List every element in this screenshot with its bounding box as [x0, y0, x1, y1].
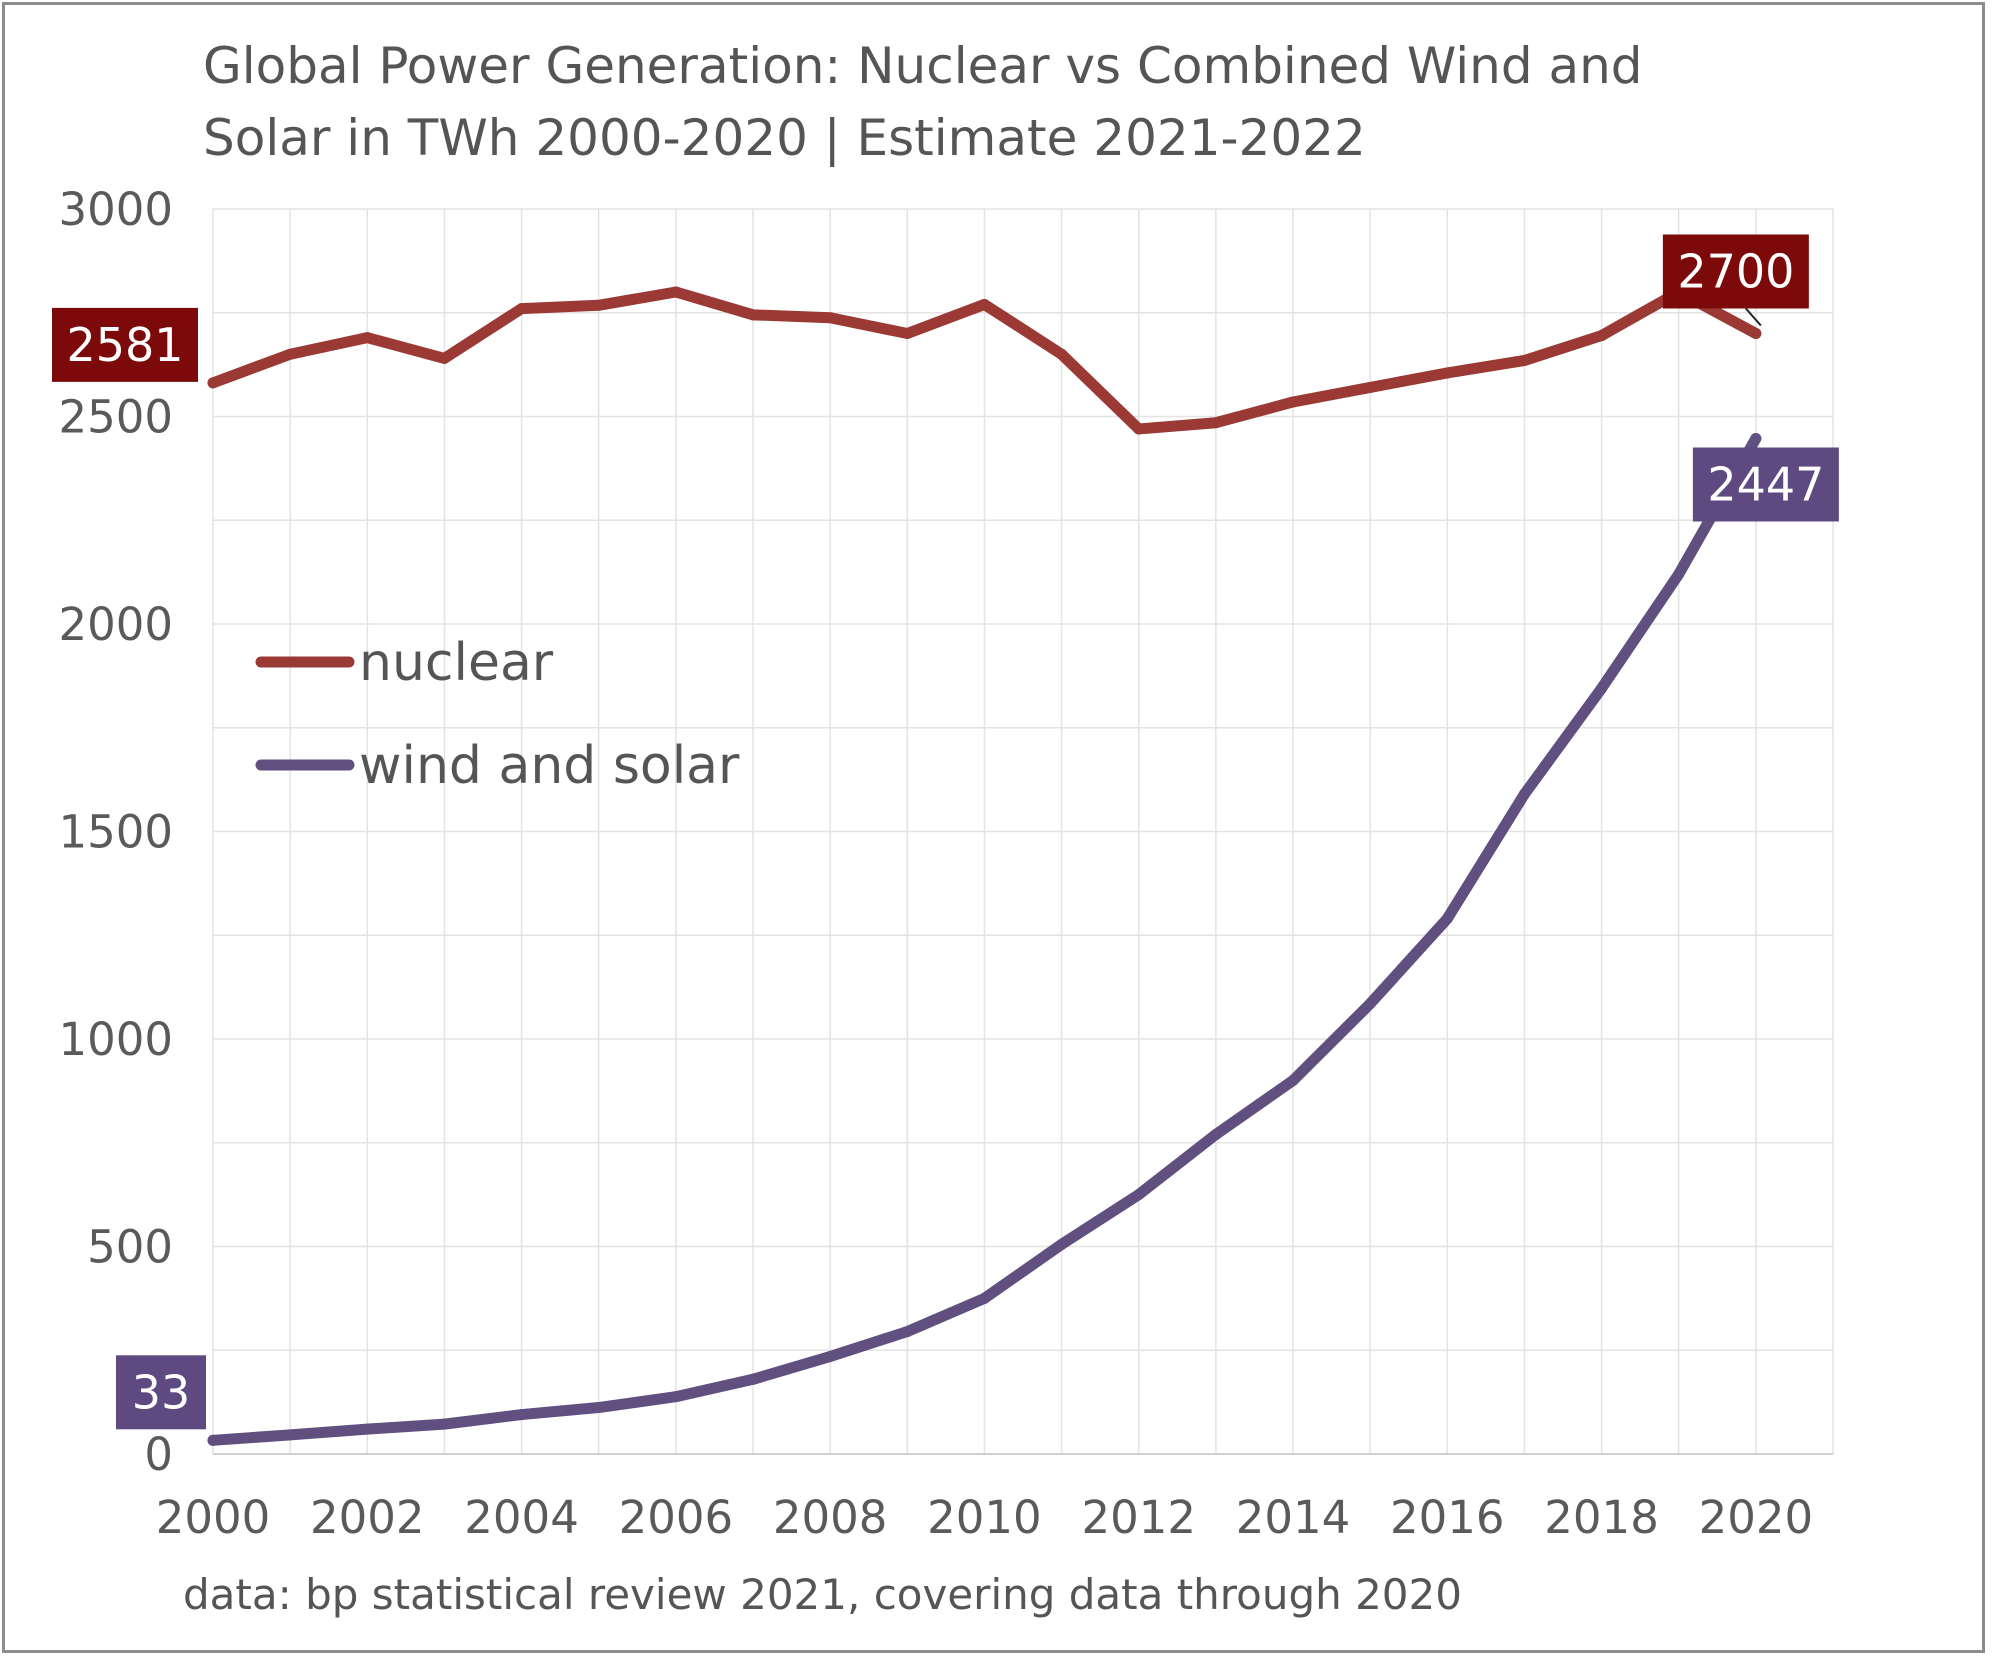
- y-tick-label: 0: [144, 1428, 173, 1481]
- data-point-nuclear: [670, 286, 682, 298]
- data-point-wind-and-solar: [747, 1373, 759, 1385]
- data-point-nuclear: [593, 299, 605, 311]
- data-point-nuclear: [1056, 348, 1068, 360]
- data-point-wind-and-solar: [1750, 432, 1762, 444]
- data-point-wind-and-solar: [670, 1391, 682, 1403]
- data-point-nuclear: [207, 377, 219, 389]
- data-point-nuclear: [361, 332, 373, 344]
- x-tick-label: 2014: [1236, 1491, 1351, 1544]
- data-point-nuclear: [1133, 423, 1145, 435]
- data-labels: 2581 2700 33 2447: [52, 234, 1839, 1430]
- data-point-nuclear: [284, 348, 296, 360]
- source-note: data: bp statistical review 2021, coveri…: [183, 1570, 1462, 1619]
- y-tick-label: 1000: [58, 1013, 173, 1066]
- data-point-nuclear: [901, 328, 913, 339]
- data-point-nuclear: [1210, 417, 1222, 429]
- data-point-wind-and-solar: [1287, 1075, 1299, 1086]
- data-point-wind-and-solar: [1673, 568, 1685, 580]
- chart-title-line-1: Global Power Generation: Nuclear vs Comb…: [203, 37, 1643, 95]
- data-label: 2447: [1707, 457, 1824, 511]
- x-tick-label: 2010: [927, 1491, 1042, 1544]
- x-tick-label: 2020: [1699, 1491, 1814, 1544]
- y-tick-label: 3000: [58, 183, 173, 236]
- data-point-nuclear: [1518, 354, 1530, 366]
- data-point-wind-and-solar: [207, 1434, 219, 1446]
- data-point-wind-and-solar: [901, 1326, 913, 1338]
- line-chart: Global Power Generation: Nuclear vs Comb…: [52, 37, 1839, 1619]
- series-lines: [207, 286, 1762, 1446]
- legend-label: wind and solar: [359, 736, 740, 796]
- data-point-wind-and-solar: [1441, 913, 1453, 925]
- x-tick-label: 2008: [773, 1491, 888, 1544]
- data-point-nuclear: [747, 309, 759, 321]
- data-point-wind-and-solar: [516, 1409, 528, 1421]
- data-point-wind-and-solar: [1133, 1189, 1145, 1201]
- y-tick-label: 1500: [58, 806, 173, 859]
- data-label-box: [1662, 234, 1809, 309]
- data-point-wind-and-solar: [824, 1350, 836, 1362]
- data-point-nuclear: [824, 312, 836, 324]
- data-point-wind-and-solar: [1056, 1238, 1068, 1250]
- data-label: 2581: [66, 318, 183, 372]
- data-label: 2700: [1677, 245, 1794, 299]
- chart-title-line-2: Solar in TWh 2000-2020 | Estimate 2021-2…: [203, 109, 1366, 167]
- data-point-nuclear: [978, 298, 990, 310]
- data-point-nuclear: [1750, 328, 1762, 339]
- data-point-wind-and-solar: [1364, 998, 1376, 1010]
- legend: nuclear wind and solar: [255, 633, 740, 796]
- data-point-nuclear: [1364, 381, 1376, 393]
- grid: [212, 208, 1834, 1455]
- data-point-nuclear: [516, 303, 528, 315]
- data-point-wind-and-solar: [361, 1423, 373, 1435]
- data-label: 33: [132, 1365, 191, 1419]
- y-tick-label: 2500: [58, 391, 173, 444]
- data-point-wind-and-solar: [593, 1402, 605, 1414]
- x-axis-ticks: 2000 2002 2004 2006 2008 2010 2012 2014 2016 2018…: [156, 1491, 1813, 1544]
- data-label-box: [116, 1355, 206, 1430]
- data-label-box: [52, 307, 198, 382]
- data-point-nuclear: [1596, 330, 1608, 342]
- data-point-nuclear: [1441, 367, 1453, 379]
- data-point-wind-and-solar: [1596, 682, 1608, 694]
- data-point-nuclear: [1287, 396, 1299, 408]
- data-point-wind-and-solar: [284, 1429, 296, 1441]
- x-tick-label: 2002: [310, 1491, 425, 1544]
- x-tick-label: 2004: [464, 1491, 579, 1544]
- data-point-nuclear: [438, 352, 450, 364]
- x-tick-label: 2018: [1544, 1491, 1659, 1544]
- y-tick-label: 2000: [58, 598, 173, 651]
- y-axis-ticks: 0 500 1000 1500 2000 2500 3000: [58, 183, 173, 1481]
- data-point-wind-and-solar: [1518, 788, 1530, 800]
- y-tick-label: 500: [87, 1221, 173, 1274]
- chart-title: Global Power Generation: Nuclear vs Comb…: [203, 37, 1643, 167]
- data-point-wind-and-solar: [1210, 1128, 1222, 1140]
- data-label-box: [1692, 447, 1839, 522]
- data-label-leader: [1745, 307, 1762, 327]
- x-tick-label: 2016: [1390, 1491, 1505, 1544]
- data-point-wind-and-solar: [978, 1292, 990, 1304]
- x-tick-label: 2006: [619, 1491, 734, 1544]
- data-point-wind-and-solar: [438, 1418, 450, 1430]
- x-tick-label: 2000: [156, 1491, 271, 1544]
- legend-label: nuclear: [359, 633, 554, 693]
- x-tick-label: 2012: [1081, 1491, 1196, 1544]
